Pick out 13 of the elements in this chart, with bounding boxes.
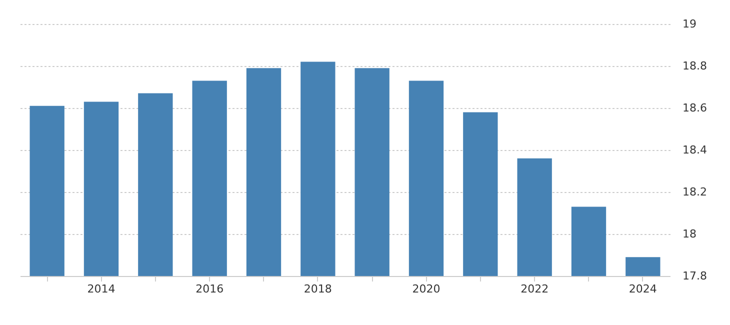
x-tick-label: 2024 bbox=[628, 282, 657, 296]
y-tick-label: 17.8 bbox=[682, 270, 707, 282]
y-tick-label: 19 bbox=[682, 18, 696, 30]
y-tick-label: 18.8 bbox=[682, 60, 707, 72]
y-tick-label: 18.4 bbox=[682, 144, 707, 156]
y-tick-label: 18.2 bbox=[682, 186, 707, 198]
y-tick-label: 18.6 bbox=[682, 102, 707, 114]
x-tick-label: 2022 bbox=[520, 282, 549, 296]
x-tick-label: 2018 bbox=[304, 282, 332, 296]
x-tick-label: 2016 bbox=[196, 282, 224, 296]
x-tick-label: 2020 bbox=[412, 282, 440, 296]
x-tick-label: 2014 bbox=[87, 282, 116, 296]
y-tick-label: 18 bbox=[682, 228, 696, 240]
